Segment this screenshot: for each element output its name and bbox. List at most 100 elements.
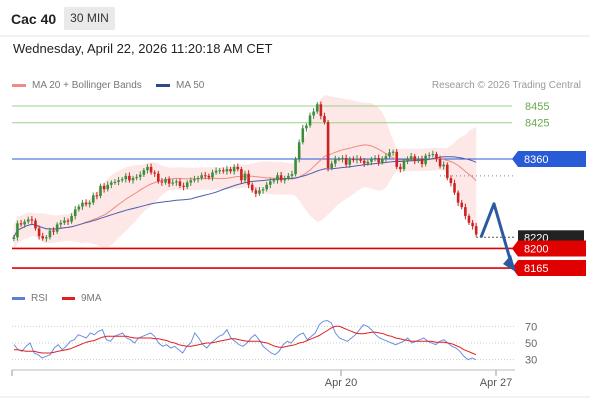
candle-body <box>19 223 23 225</box>
candle-body <box>261 189 265 191</box>
candle-body <box>272 180 276 182</box>
candle-body <box>91 195 95 203</box>
legend-ma20: MA 20 + Bollinger Bands <box>12 80 142 91</box>
candle-body <box>167 179 171 184</box>
candle-body <box>395 151 399 167</box>
candle-body <box>250 184 254 191</box>
resistance-label: 8425 <box>525 118 549 130</box>
candle-body <box>23 221 26 225</box>
candle-body <box>417 159 420 161</box>
candle-body <box>442 164 445 167</box>
candle-body <box>52 230 55 232</box>
resistance-label: 8455 <box>525 101 549 113</box>
support-label: 8200 <box>524 243 548 255</box>
candle-body <box>77 206 81 210</box>
candle-body <box>366 161 370 164</box>
candle-body <box>102 185 106 190</box>
rsi-tick-label: 50 <box>525 338 537 350</box>
candle-body <box>427 155 431 157</box>
candle-body <box>409 156 413 160</box>
candle-body <box>301 128 305 143</box>
legend-rsi-swatch <box>12 296 25 300</box>
rsi-tick-label: 30 <box>525 355 537 367</box>
candle-body <box>124 175 128 180</box>
forecast-arrowhead <box>503 255 516 273</box>
candle-body <box>373 157 377 160</box>
candle-body <box>474 226 478 235</box>
candle-body <box>464 207 467 217</box>
candle-body <box>200 175 203 179</box>
candle-body <box>146 166 149 171</box>
candle-body <box>330 163 333 168</box>
candle-body <box>236 166 240 170</box>
candle-body <box>240 169 243 181</box>
candle-body <box>113 181 117 183</box>
candle-body <box>142 170 146 175</box>
candle-body <box>95 195 99 197</box>
pivot-tag <box>512 151 586 168</box>
timeframe-button[interactable]: 30 MIN <box>64 7 115 30</box>
legend-ma50-label: MA 50 <box>176 80 205 91</box>
candle-body <box>157 173 160 182</box>
candle-body <box>203 175 207 177</box>
candle-body <box>315 104 319 112</box>
rsi-ma-line <box>14 325 477 356</box>
candle-body <box>63 220 66 223</box>
candle-body <box>26 219 30 222</box>
candle-body <box>334 159 337 164</box>
pivot-label: 8360 <box>524 154 548 166</box>
candle-body <box>290 174 294 176</box>
candle-body <box>34 220 37 229</box>
candle-body <box>352 159 355 161</box>
candle-body <box>297 142 301 160</box>
rsi-tick-label: 70 <box>525 321 537 333</box>
x-tick-label: Apr 20 <box>325 377 357 389</box>
candle-body <box>189 180 193 183</box>
candle-body <box>12 237 16 239</box>
copyright: Research © 2026 Trading Central <box>431 80 581 91</box>
candle-body <box>59 222 63 225</box>
candle-body <box>218 170 222 172</box>
candle-body <box>232 166 236 172</box>
candle-body <box>164 179 167 183</box>
candle-body <box>229 169 232 172</box>
candle-body <box>341 157 344 160</box>
candle-body <box>128 175 131 181</box>
candle-body <box>196 178 200 180</box>
legend-ma50: MA 50 <box>156 80 204 91</box>
candle-body <box>171 182 175 184</box>
support-label: 8165 <box>524 263 548 275</box>
candle-body <box>323 116 326 123</box>
level-8200: 8200 <box>12 240 586 257</box>
candle-body <box>110 182 113 185</box>
candle-body <box>106 184 110 190</box>
candle-body <box>402 160 406 170</box>
candle-body <box>348 159 352 165</box>
candle-body <box>362 160 366 164</box>
candle-body <box>471 222 474 227</box>
candle-body <box>81 202 84 207</box>
datetime-label: Wednesday, April 22, 2026 11:20:18 AM CE… <box>13 41 273 56</box>
candle-body <box>359 158 362 161</box>
candle-body <box>160 181 164 183</box>
candle-body <box>399 166 402 170</box>
level-8165: 8165 <box>12 260 586 277</box>
candle-body <box>438 158 442 167</box>
legend-ma20-swatch <box>12 83 26 87</box>
forecast-arrow <box>479 202 514 267</box>
candle-body <box>445 164 449 179</box>
candle-body <box>308 115 312 126</box>
candle-body <box>344 157 348 165</box>
candle-body <box>449 178 453 184</box>
candle-body <box>16 223 19 238</box>
ma50-line <box>13 156 477 238</box>
legend-ma20-label: MA 20 + Bollinger Bands <box>32 80 142 91</box>
legend-9ma: 9MA <box>62 293 102 304</box>
candle-body <box>467 216 471 223</box>
candle-body <box>355 158 359 161</box>
candle-body <box>283 178 287 181</box>
candle-body <box>279 175 283 181</box>
candle-body <box>185 182 189 187</box>
candle-body <box>175 181 178 183</box>
candle-body <box>268 181 272 185</box>
